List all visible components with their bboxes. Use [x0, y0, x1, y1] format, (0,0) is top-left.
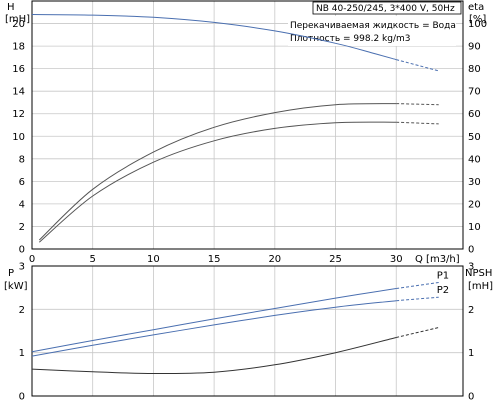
top-left-tick-label: 2	[19, 222, 25, 233]
top-right-axis-label-line2: [%]	[469, 14, 486, 25]
bottom-left-axis-label-line1: P	[8, 268, 14, 279]
power-p1-label: P1	[437, 270, 449, 281]
top-left-tick-label: 10	[12, 132, 25, 143]
bottom-right-tick-label: 3	[468, 262, 474, 273]
top-right-tick-label: 10	[468, 222, 481, 233]
bottom-left-axis-label-line2: [kW]	[4, 281, 28, 292]
bottom-right-tick-label: 1	[468, 348, 474, 359]
npsh-curve-extrapolated	[396, 327, 439, 338]
annotation-box	[288, 16, 456, 46]
x-axis-label: Q [m3/h]	[415, 254, 460, 265]
head-curve-extrapolated	[396, 59, 439, 72]
bottom-right-tick-label: 0	[468, 392, 474, 400]
top-right-tick-label: 50	[468, 132, 481, 143]
npsh-curve	[31, 337, 397, 375]
top-panel-frame	[31, 0, 464, 250]
efficiency-p2-curve	[38, 103, 397, 241]
top-left-tick-label: 20	[12, 19, 25, 30]
x-tick-label: 15	[208, 254, 221, 265]
top-left-tick-label: 14	[12, 87, 25, 98]
top-left-tick-label: 18	[12, 42, 25, 53]
x-tick-label: 0	[29, 254, 35, 265]
efficiency-p1-curve-extrapolated	[396, 121, 439, 125]
top-left-tick-label: 0	[19, 245, 25, 256]
bottom-left-tick-label: 1	[19, 348, 25, 359]
top-right-tick-label: 30	[468, 177, 481, 188]
top-left-tick-label: 6	[19, 177, 25, 188]
top-right-axis-label-line1: eta	[468, 2, 484, 13]
top-left-tick-label: 12	[12, 109, 25, 120]
top-right-tick-label: 80	[468, 64, 481, 75]
head-curve	[31, 14, 397, 61]
power-p1-curve	[31, 288, 397, 353]
top-right-tick-label: 0	[468, 245, 474, 256]
chart-title: NB 40-250/245, 3*400 V, 50Hz	[316, 4, 455, 14]
efficiency-p1-curve	[38, 121, 397, 243]
power-p2-curve-extrapolated	[396, 296, 439, 302]
top-right-tick-label: 20	[468, 199, 481, 210]
top-left-tick-label: 8	[19, 154, 25, 165]
fluid-annotation: Перекачиваемая жидкость = Вода	[290, 21, 456, 31]
bottom-panel-frame	[31, 265, 464, 397]
x-tick-label: 30	[390, 254, 403, 265]
top-right-tick-label: 100	[468, 19, 487, 30]
top-left-tick-label: 16	[12, 64, 25, 75]
bottom-left-tick-label: 0	[19, 392, 25, 400]
top-left-axis-label-line1: H	[7, 2, 15, 13]
title-box	[312, 1, 462, 15]
bottom-panel-grid	[31, 265, 463, 397]
bottom-left-tick-label: 3	[19, 262, 25, 273]
x-tick-label: 25	[329, 254, 342, 265]
bottom-right-axis-label-line2: [mH]	[468, 281, 493, 292]
top-right-tick-label: 70	[468, 87, 481, 98]
x-tick-label: 5	[90, 254, 96, 265]
top-right-tick-label: 40	[468, 154, 481, 165]
density-annotation: Плотность = 998.2 kg/m3	[290, 34, 411, 44]
top-right-tick-label: 90	[468, 42, 481, 53]
power-p2-label: P2	[437, 285, 449, 296]
top-left-axis-label-line2: [mH]	[5, 14, 30, 25]
bottom-left-tick-label: 2	[19, 305, 25, 316]
power-p2-curve	[31, 300, 397, 357]
data-curves	[31, 14, 439, 375]
x-tick-label: 10	[147, 254, 160, 265]
power-p1-curve-extrapolated	[396, 282, 439, 289]
x-tick-label: 20	[268, 254, 281, 265]
efficiency-p2-curve-extrapolated	[396, 103, 439, 106]
top-right-tick-label: 60	[468, 109, 481, 120]
x-axis-label-bg	[412, 251, 462, 264]
top-left-tick-label: 4	[19, 199, 25, 210]
bottom-right-tick-label: 2	[468, 305, 474, 316]
bottom-right-axis-label-line1: NPSH	[465, 268, 492, 279]
tick-labels: 0 5 10 15 20 25 300246810121416182001020304050…	[12, 19, 487, 400]
